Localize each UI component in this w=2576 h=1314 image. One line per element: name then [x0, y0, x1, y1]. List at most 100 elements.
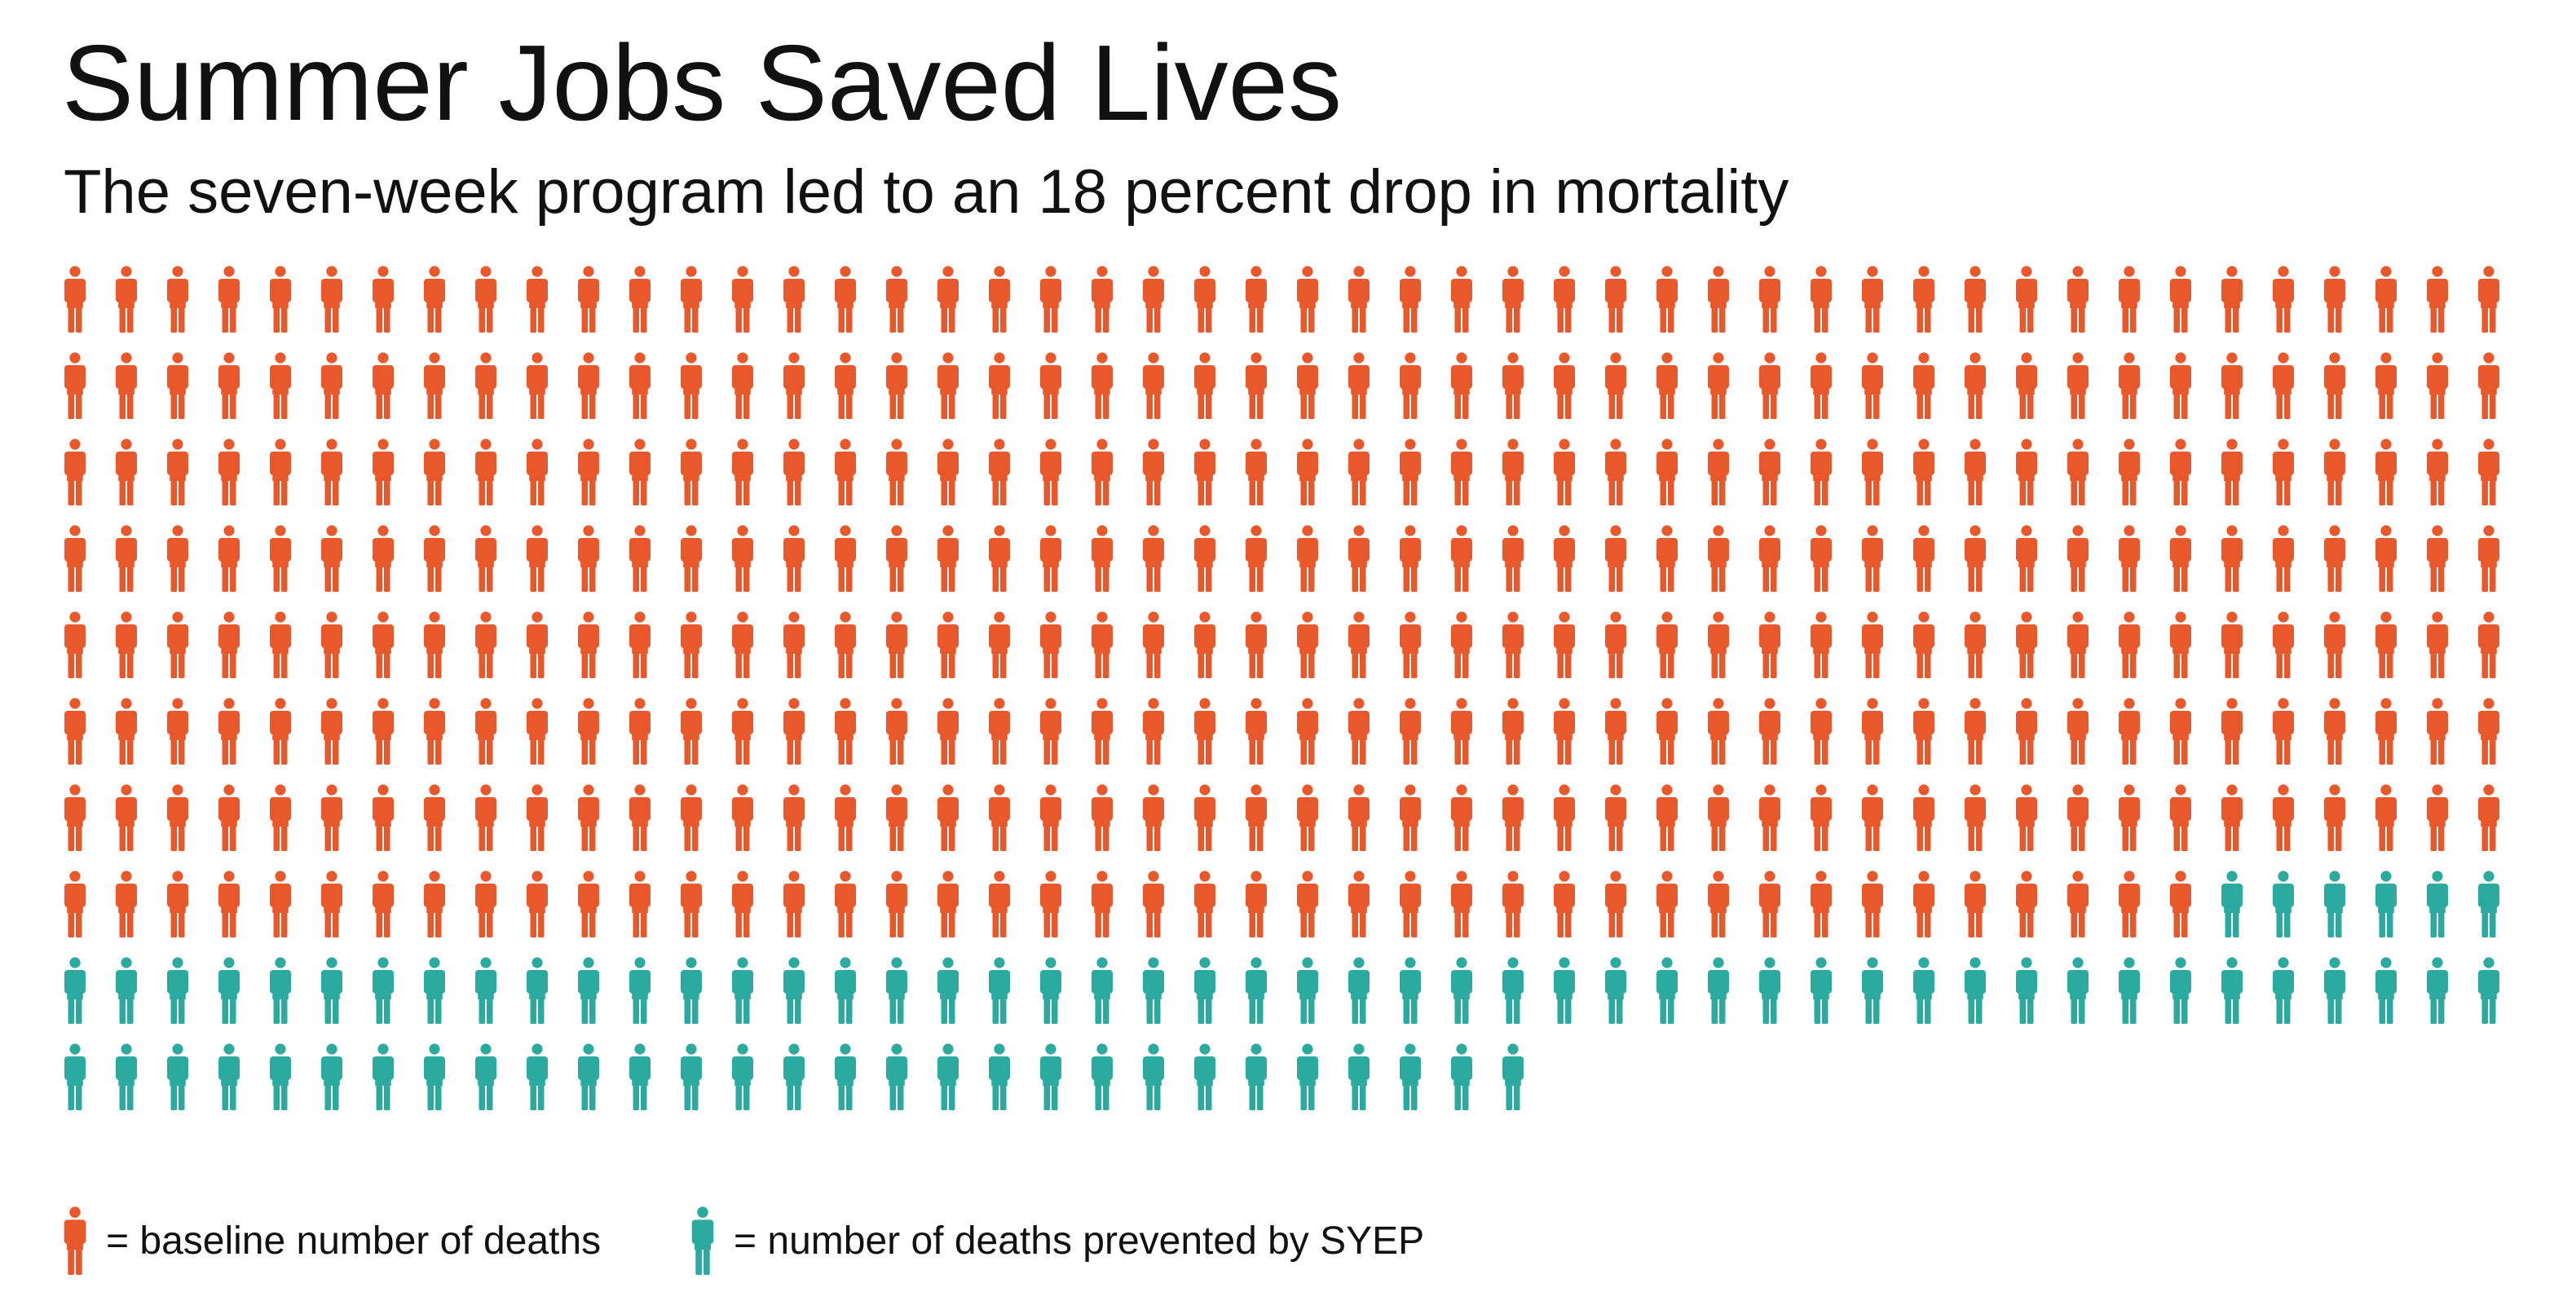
- baseline-death-icon: [2427, 525, 2448, 592]
- baseline-death-icon: [1092, 611, 1113, 678]
- baseline-death-icon: [1502, 352, 1524, 419]
- baseline-death-icon: [2273, 525, 2294, 592]
- baseline-death-icon: [167, 266, 188, 333]
- baseline-death-icon: [1605, 266, 1626, 333]
- prevented-death-icon: [783, 1043, 805, 1110]
- baseline-death-icon: [1348, 266, 1370, 333]
- baseline-death-icon: [1708, 698, 1729, 765]
- prevented-death-icon: [1246, 957, 1267, 1024]
- baseline-death-icon: [424, 784, 445, 851]
- prevented-death-icon: [1451, 1043, 1472, 1110]
- baseline-death-icon: [2427, 266, 2448, 333]
- baseline-death-icon: [2221, 784, 2243, 851]
- baseline-death-icon: [1297, 439, 1318, 505]
- baseline-death-icon: [629, 611, 651, 678]
- baseline-death-icon: [116, 525, 137, 592]
- baseline-death-icon: [1554, 525, 1575, 592]
- baseline-death-icon: [1297, 266, 1318, 333]
- chart-title: Summer Jobs Saved Lives: [62, 23, 1343, 143]
- baseline-death-icon: [629, 698, 651, 765]
- baseline-death-icon: [1040, 784, 1061, 851]
- baseline-death-icon: [1348, 611, 1370, 678]
- baseline-death-icon: [578, 611, 599, 678]
- prevented-death-icon: [2016, 957, 2037, 1024]
- baseline-death-icon: [2375, 266, 2397, 333]
- baseline-death-icon: [321, 871, 342, 937]
- baseline-death-icon: [2324, 784, 2345, 851]
- baseline-death-icon: [1965, 698, 1986, 765]
- baseline-death-icon: [2119, 525, 2140, 592]
- baseline-death-icon: [1194, 266, 1215, 333]
- baseline-death-icon: [629, 266, 651, 333]
- baseline-death-icon: [1502, 871, 1524, 937]
- baseline-death-icon: [1656, 698, 1678, 765]
- baseline-death-icon: [578, 871, 599, 937]
- baseline-death-icon: [1451, 352, 1472, 419]
- baseline-death-icon: [835, 784, 856, 851]
- baseline-death-icon: [2273, 698, 2294, 765]
- prevented-death-icon: [1502, 1043, 1524, 1110]
- baseline-death-icon: [1246, 784, 1267, 851]
- baseline-death-icon: [732, 871, 753, 937]
- prevented-death-icon: [475, 957, 496, 1024]
- baseline-death-icon: [2067, 352, 2089, 419]
- baseline-death-icon: [2324, 266, 2345, 333]
- baseline-death-icon: [2067, 611, 2089, 678]
- prevented-death-icon: [681, 1043, 702, 1110]
- baseline-death-icon: [937, 525, 959, 592]
- baseline-death-icon: [783, 784, 805, 851]
- baseline-death-icon: [937, 611, 959, 678]
- baseline-death-icon: [886, 525, 907, 592]
- baseline-death-icon: [2427, 611, 2448, 678]
- baseline-death-icon: [2375, 525, 2397, 592]
- prevented-death-icon: [1194, 957, 1215, 1024]
- baseline-death-icon: [1554, 439, 1575, 505]
- baseline-death-icon: [64, 525, 86, 592]
- baseline-death-icon: [2221, 439, 2243, 505]
- baseline-death-icon: [2170, 784, 2191, 851]
- baseline-death-icon: [2375, 439, 2397, 505]
- baseline-death-icon: [2067, 439, 2089, 505]
- baseline-death-icon: [116, 352, 137, 419]
- baseline-death-icon: [1400, 698, 1421, 765]
- baseline-death-icon: [681, 784, 702, 851]
- baseline-death-icon: [475, 266, 496, 333]
- baseline-death-icon: [783, 266, 805, 333]
- baseline-death-icon: [373, 784, 394, 851]
- baseline-death-icon: [475, 784, 496, 851]
- baseline-death-icon: [2170, 352, 2191, 419]
- baseline-death-icon: [1759, 611, 1780, 678]
- baseline-death-icon: [1708, 871, 1729, 937]
- baseline-death-icon: [2119, 698, 2140, 765]
- prevented-death-icon: [2375, 957, 2397, 1024]
- baseline-death-icon: [1554, 698, 1575, 765]
- baseline-death-icon: [1502, 439, 1524, 505]
- baseline-death-icon: [1502, 698, 1524, 765]
- baseline-death-icon: [783, 525, 805, 592]
- baseline-death-icon: [1965, 439, 1986, 505]
- prevented-death-icon: [1040, 1043, 1061, 1110]
- baseline-death-icon: [218, 439, 240, 505]
- baseline-death-icon: [989, 352, 1010, 419]
- baseline-death-icon: [218, 525, 240, 592]
- baseline-death-icon: [1862, 871, 1883, 937]
- baseline-death-icon: [2478, 784, 2499, 851]
- baseline-death-icon: [373, 266, 394, 333]
- baseline-death-icon: [681, 439, 702, 505]
- baseline-death-icon: [1194, 871, 1215, 937]
- baseline-death-icon: [2016, 698, 2037, 765]
- baseline-death-icon: [2427, 784, 2448, 851]
- baseline-death-icon: [270, 698, 291, 765]
- baseline-death-icon: [64, 439, 86, 505]
- baseline-death-icon: [1656, 784, 1678, 851]
- prevented-death-icon: [1143, 1043, 1164, 1110]
- prevented-death-icon: [1554, 957, 1575, 1024]
- prevented-death-icon: [2324, 871, 2345, 937]
- baseline-death-icon: [1451, 871, 1472, 937]
- baseline-death-icon: [1811, 352, 1832, 419]
- baseline-death-icon: [681, 352, 702, 419]
- baseline-death-icon: [1913, 611, 1934, 678]
- baseline-death-icon: [116, 871, 137, 937]
- baseline-death-icon: [937, 784, 959, 851]
- baseline-death-icon: [989, 784, 1010, 851]
